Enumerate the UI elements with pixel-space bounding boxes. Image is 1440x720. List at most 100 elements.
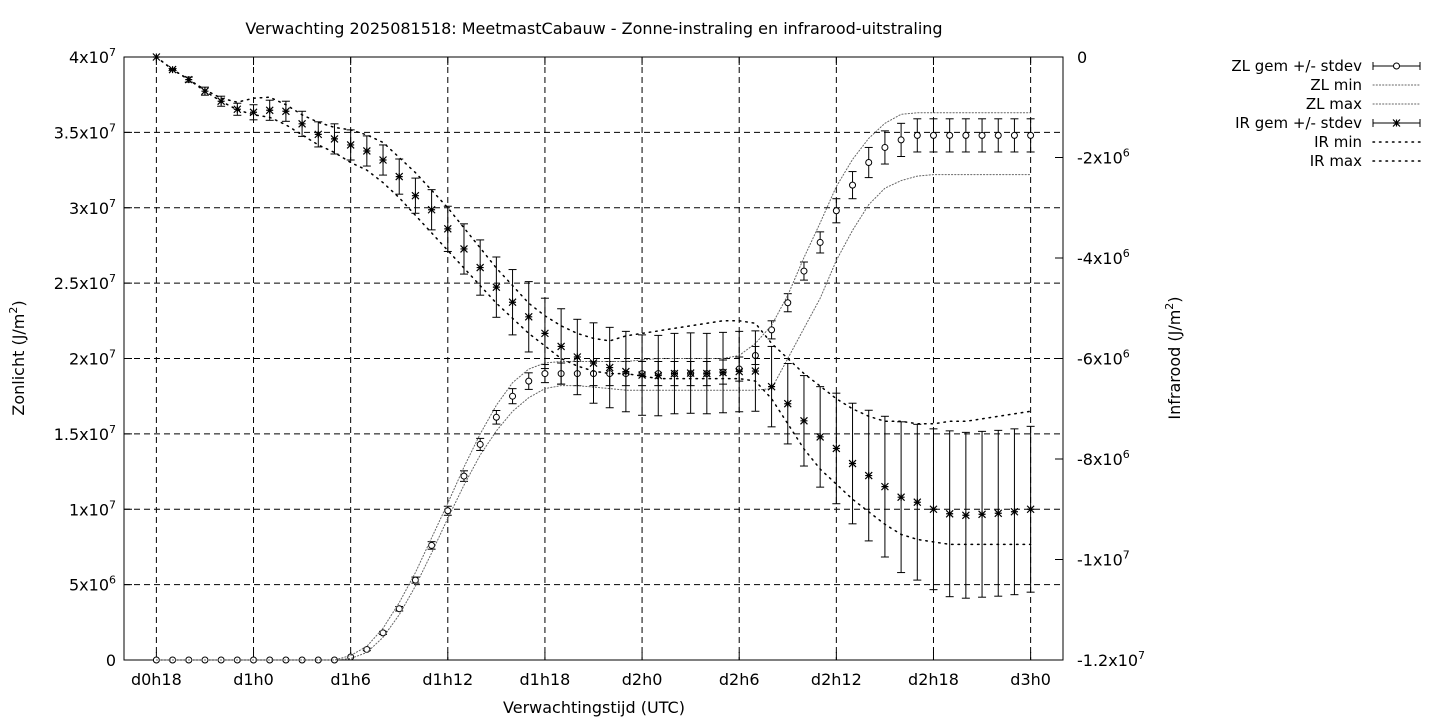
data-point-star xyxy=(961,511,970,520)
data-point-star xyxy=(978,510,986,519)
y2-tick-label: -4x106 xyxy=(1077,247,1130,268)
data-point-star xyxy=(913,498,922,507)
series-zl-min xyxy=(155,174,1032,661)
y-tick-label: 0 xyxy=(106,651,116,670)
data-point-star xyxy=(362,147,371,155)
data-point-star xyxy=(735,367,744,376)
data-point-star xyxy=(945,509,954,518)
data-point-circle xyxy=(913,131,921,139)
x-tick-label: d2h18 xyxy=(908,670,959,689)
data-point-star xyxy=(719,368,727,377)
y2-tick-label: -1.2x107 xyxy=(1077,649,1145,670)
data-point-circle xyxy=(816,238,824,246)
data-point-star xyxy=(783,399,792,408)
data-point-circle xyxy=(476,440,484,448)
x-tick-label: d3h0 xyxy=(1010,670,1051,689)
x-tick-label: d2h12 xyxy=(811,670,862,689)
series-ir-max xyxy=(155,56,1032,425)
series-ir-gem-stdev xyxy=(152,53,1035,599)
data-point-circle xyxy=(962,131,970,139)
data-point-circle xyxy=(379,629,387,637)
data-point-star xyxy=(654,371,663,380)
legend-label: IR max xyxy=(1310,152,1362,170)
data-point-star xyxy=(929,505,938,514)
data-point-star xyxy=(994,509,1003,518)
x-tick-label: d0h18 xyxy=(131,670,182,689)
legend-label: ZL max xyxy=(1306,95,1362,113)
data-point-star xyxy=(330,134,339,143)
data-point-star xyxy=(411,191,420,200)
data-point-circle xyxy=(492,413,500,421)
y2-tick-label: -2x106 xyxy=(1077,147,1130,168)
data-point-star xyxy=(557,342,566,351)
series xyxy=(152,53,1035,664)
y2-tick-label: -8x106 xyxy=(1077,448,1130,469)
data-point-circle xyxy=(946,131,954,139)
x-tick-label: d2h0 xyxy=(622,670,663,689)
data-point-star xyxy=(832,444,841,453)
data-point-star xyxy=(314,130,323,139)
data-point-circle xyxy=(1027,131,1035,139)
axes: d0h18 d1h0 d1h6 d1h12 d1h18 d2h0 d2h6 d2h12 d2h1… xyxy=(54,46,1145,689)
data-point-star xyxy=(573,353,582,361)
data-point-star xyxy=(880,482,889,491)
data-point-star xyxy=(621,367,630,376)
series-ir-min xyxy=(155,56,1032,546)
data-point-star xyxy=(524,312,533,321)
data-point-circle xyxy=(509,392,517,400)
data-point-star xyxy=(460,245,468,253)
data-point-star xyxy=(476,263,485,272)
data-point-star xyxy=(589,359,598,367)
x-tick-label: d1h18 xyxy=(520,670,571,689)
data-point-circle xyxy=(525,377,533,385)
chart-title: Verwachting 2025081518: MeetmastCabauw -… xyxy=(245,19,942,38)
data-point-star xyxy=(508,298,517,307)
y-tick-label: 3x107 xyxy=(69,197,116,218)
data-point-circle xyxy=(444,507,452,515)
data-point-circle xyxy=(881,143,889,151)
legend-label: ZL gem +/- stdev xyxy=(1231,57,1362,75)
data-point-star xyxy=(1392,119,1401,127)
x-tick-label: d1h6 xyxy=(330,670,371,689)
y-tick-label: 2.5x107 xyxy=(54,272,116,293)
legend-label: IR min xyxy=(1314,133,1362,151)
data-point-star xyxy=(298,119,307,128)
data-point-star xyxy=(1010,507,1019,516)
data-point-circle xyxy=(541,370,549,378)
data-point-star xyxy=(395,172,404,181)
series-line xyxy=(155,174,1032,661)
data-point-star xyxy=(767,382,776,391)
data-point-star xyxy=(1026,505,1035,514)
y-tick-label: 5x106 xyxy=(69,574,116,595)
series-line xyxy=(155,56,1032,546)
data-point-star xyxy=(686,369,695,377)
y2-tick-label: 0 xyxy=(1077,48,1087,67)
data-point-circle xyxy=(978,131,986,139)
data-point-star xyxy=(751,367,760,375)
data-point-star xyxy=(800,416,808,425)
data-point-star xyxy=(816,432,825,441)
data-point-circle xyxy=(768,326,776,334)
data-point-star xyxy=(897,493,906,502)
data-point-star xyxy=(443,224,452,233)
data-point-star xyxy=(702,369,711,378)
data-point-star xyxy=(638,371,646,380)
y2-tick-label: -6x106 xyxy=(1077,348,1130,369)
data-point-star xyxy=(670,369,679,378)
series-line xyxy=(155,56,1032,425)
data-point-circle xyxy=(460,472,468,480)
data-point-circle xyxy=(784,299,792,307)
data-point-circle xyxy=(1393,62,1400,70)
y-axis-label: Zonlicht (J/m2) xyxy=(7,300,28,415)
data-point-star xyxy=(379,156,387,164)
y-tick-label: 1.5x107 xyxy=(54,423,116,444)
data-point-circle xyxy=(800,267,808,275)
data-point-star xyxy=(346,141,355,149)
legend-label: IR gem +/- stdev xyxy=(1235,114,1362,132)
x-tick-label: d1h12 xyxy=(422,670,473,689)
data-point-circle xyxy=(929,131,937,139)
data-point-star xyxy=(492,283,501,292)
data-point-circle xyxy=(832,207,840,215)
x-tick-label: d1h0 xyxy=(233,670,274,689)
